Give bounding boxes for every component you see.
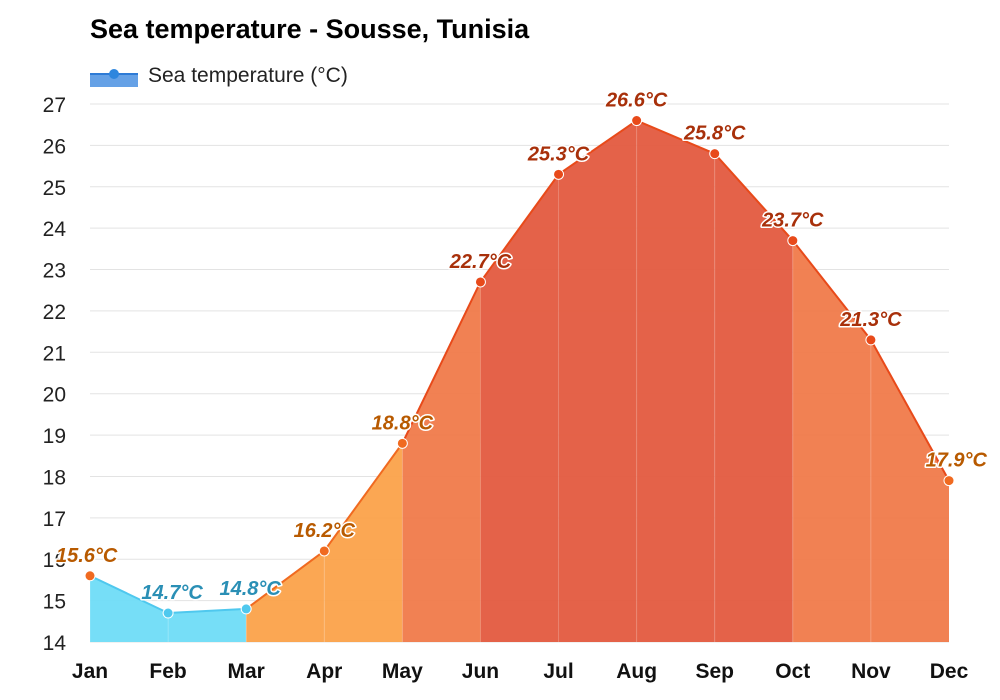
data-point-feb[interactable] [162, 607, 174, 619]
series-line-segment [792, 239, 872, 341]
area-fills [89, 120, 949, 643]
data-point-jun[interactable] [474, 276, 486, 288]
x-tick-label: Aug [616, 660, 657, 683]
data-label-apr: 16.2°C [294, 520, 356, 542]
series-line-segment [479, 173, 560, 283]
x-tick-label: Jul [543, 660, 573, 683]
y-tick-label: 20 [43, 384, 66, 407]
series-line-segment [713, 152, 794, 242]
data-point-dec[interactable] [943, 475, 955, 487]
data-label-jun: 22.7°C [449, 251, 512, 273]
x-tick-label: Sep [695, 660, 734, 683]
x-tick-label: Feb [149, 660, 186, 683]
series-line-segment [323, 442, 404, 552]
y-tick-label: 16 [43, 549, 66, 572]
data-points [84, 115, 955, 619]
area-segment [480, 174, 559, 642]
area-segment [714, 153, 793, 642]
area-segment [246, 550, 325, 642]
legend[interactable]: Sea temperature (°C) [90, 62, 348, 90]
series-line-segment [401, 281, 482, 444]
data-point-aug[interactable] [631, 115, 643, 127]
x-tick-label: May [382, 660, 423, 683]
data-label-sep: 25.8°C [683, 123, 746, 145]
line-marker-icon [90, 65, 138, 87]
y-tick-label: 19 [43, 425, 66, 448]
area-segment [90, 575, 169, 642]
series-line-segment [168, 607, 247, 615]
area-segment [870, 339, 949, 642]
x-axis: Jan Feb Mar Apr May Jun Jul Aug Sep Oct Nov Dec [72, 660, 969, 683]
series-line-segment [870, 339, 950, 482]
data-point-nov[interactable] [865, 334, 877, 346]
series-line-segment [245, 550, 325, 610]
data-labels: 15.6°C 14.7°C 14.8°C 16.2°C 18.8°C 22.7°C 25.3… [55, 88, 990, 605]
y-tick-label: 17 [43, 508, 66, 531]
data-label-jan: 15.6°C [56, 545, 118, 567]
data-point-sep[interactable] [709, 148, 721, 160]
y-tick-label: 15 [43, 591, 66, 614]
y-tick-label: 18 [43, 466, 66, 489]
area-segment [168, 608, 247, 642]
series-lines [89, 119, 950, 615]
area-segment [324, 443, 403, 642]
data-label-mar: 14.8°C [219, 578, 281, 600]
data-point-oct[interactable] [787, 235, 799, 247]
data-point-mar[interactable] [240, 603, 252, 615]
y-tick-label: 21 [43, 342, 66, 365]
area-segment [636, 120, 715, 643]
chart-title: Sea temperature - Sousse, Tunisia [90, 14, 530, 44]
y-tick-label: 27 [43, 94, 66, 117]
data-point-may[interactable] [396, 437, 408, 449]
series-line-segment [557, 119, 638, 176]
y-tick-label: 23 [43, 260, 66, 283]
y-tick-label: 14 [43, 632, 67, 655]
data-label-aug: 26.6°C [605, 90, 668, 112]
area-segment [402, 281, 481, 642]
data-point-apr[interactable] [318, 545, 330, 557]
x-tick-label: Nov [851, 660, 891, 683]
area-segment [558, 120, 637, 643]
data-label-oct: 23.7°C [761, 210, 824, 232]
area-segment [792, 240, 871, 643]
y-axis: 14 15 16 17 18 19 20 21 22 23 24 25 26 27 [43, 94, 67, 655]
y-tick-label: 22 [43, 301, 66, 324]
x-tick-label: Dec [930, 660, 969, 683]
data-label-dec: 17.9°C [926, 450, 988, 472]
data-point-jul[interactable] [553, 168, 565, 180]
series-line-segment [636, 119, 716, 155]
x-tick-label: Jan [72, 660, 108, 683]
x-tick-label: Oct [775, 660, 810, 683]
y-tick-label: 26 [43, 135, 66, 158]
x-tick-label: Jun [462, 660, 499, 683]
legend-label: Sea temperature (°C) [148, 64, 348, 87]
data-point-jan[interactable] [84, 570, 96, 582]
y-tick-label: 25 [43, 177, 66, 200]
x-tick-label: Mar [228, 660, 265, 683]
y-tick-label: 24 [43, 218, 67, 241]
data-label-jul: 25.3°C [527, 143, 590, 165]
data-label-nov: 21.3°C [839, 309, 902, 331]
series-line-segment [89, 574, 169, 614]
x-tick-label: Apr [306, 660, 342, 683]
data-label-may: 18.8°C [372, 412, 434, 434]
data-label-feb: 14.7°C [141, 582, 203, 604]
